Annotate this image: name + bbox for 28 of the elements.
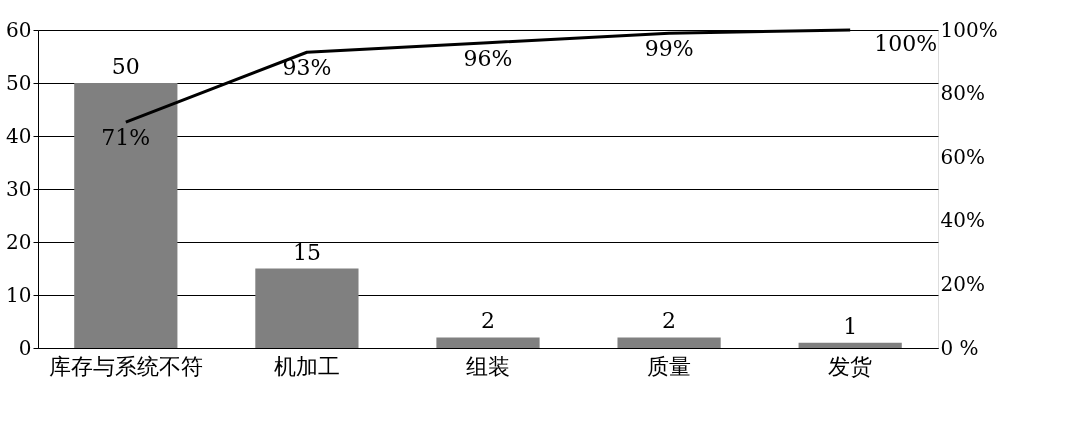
y2-tick-label: 40% (940, 208, 985, 233)
data-label: 1 (843, 313, 858, 339)
y-tick-label: 50 (6, 70, 32, 95)
data-label: 71% (101, 125, 151, 151)
x-tick-label: 库存与系统不符 (48, 353, 203, 379)
y2-tick-label: 20% (940, 271, 985, 296)
x-tick-label: 发货 (828, 353, 873, 379)
y-tick-label: 0 (18, 335, 32, 360)
y-tick-label: 60 (6, 17, 32, 42)
data-label: 2 (481, 308, 495, 334)
data-label: 99% (644, 36, 694, 62)
data-label: 100% (874, 31, 938, 56)
y-tick-label: 40 (6, 123, 32, 148)
x-tick-label: 机加工 (273, 353, 340, 379)
data-label: 93% (282, 55, 332, 81)
data-label: 50 (111, 54, 140, 79)
y2-tick-label: 100% (940, 17, 998, 42)
x-tick-label: 组装 (466, 353, 510, 379)
y-tick-label: 10 (6, 282, 32, 307)
y2-tick-label: 80% (940, 81, 985, 106)
y2-tick-label: 60% (940, 144, 985, 169)
data-label: 96% (463, 45, 513, 71)
y-tick-label: 20 (6, 229, 32, 254)
x-tick-label: 质量 (647, 353, 692, 379)
y2-tick-label: 0 % (940, 335, 979, 360)
data-label: 15 (292, 239, 321, 265)
y-tick-label: 30 (6, 176, 32, 201)
data-label: 2 (662, 308, 677, 334)
